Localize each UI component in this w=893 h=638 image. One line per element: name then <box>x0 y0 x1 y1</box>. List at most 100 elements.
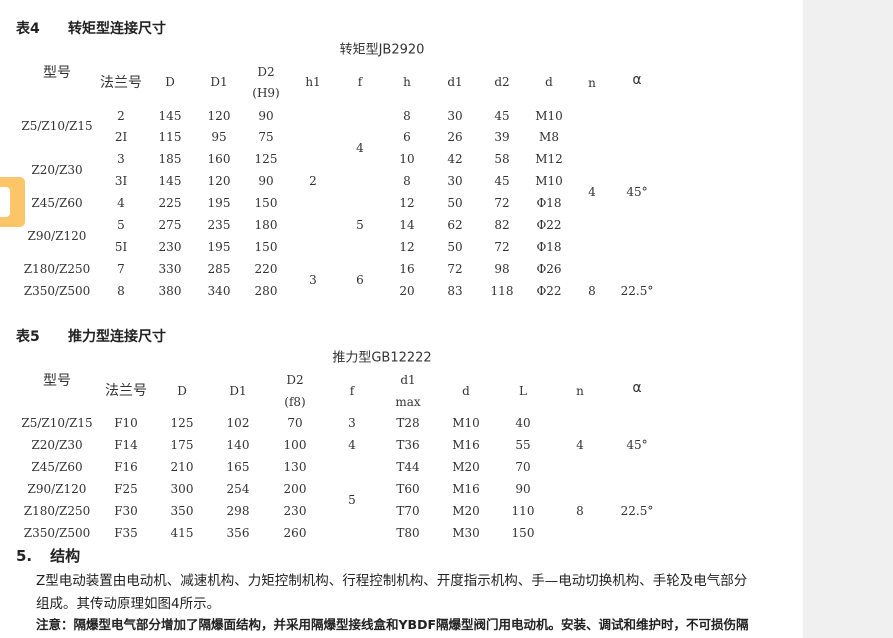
h1-cell: 3 <box>309 273 317 287</box>
header-f: f <box>349 384 355 398</box>
table-cell: 260 <box>283 526 307 540</box>
table-cell: 280 <box>254 284 278 298</box>
table-cell: 30 <box>447 174 463 188</box>
table4-caption: 转矩型连接尺寸 <box>68 21 166 37</box>
table-cell: M30 <box>452 526 480 540</box>
table-cell: 195 <box>207 196 231 210</box>
table-cell: 40 <box>515 416 531 430</box>
n-cell: 8 <box>588 284 596 298</box>
header-d: D <box>165 75 175 89</box>
model-cell: Z20/Z30 <box>31 163 83 177</box>
table-cell: F14 <box>114 438 138 452</box>
f-cell: 4 <box>348 438 356 452</box>
table-cell: 298 <box>226 504 250 518</box>
f-cell: 6 <box>356 273 364 287</box>
table-cell: 110 <box>511 504 535 518</box>
header-model: 型号 <box>43 65 71 81</box>
section-title: 结构 <box>50 547 81 565</box>
table-cell: Φ22 <box>536 284 562 298</box>
table-cell: F10 <box>114 416 138 430</box>
table-cell: 235 <box>207 218 231 232</box>
header-d1: D1 <box>229 384 247 398</box>
f-cell: 5 <box>356 218 364 232</box>
table-cell: 16 <box>399 262 415 276</box>
table-cell: 150 <box>254 240 278 254</box>
table-cell: 72 <box>494 240 510 254</box>
table-cell: 120 <box>207 174 231 188</box>
table-cell: 285 <box>207 262 231 276</box>
table-cell: M20 <box>452 504 480 518</box>
table-cell: 120 <box>207 109 231 123</box>
header-d1: d1 <box>400 373 416 387</box>
table-cell: 50 <box>447 240 463 254</box>
header-d2-tol: (H9) <box>252 86 280 100</box>
f-cell: 3 <box>348 416 356 430</box>
table-cell: 165 <box>226 460 250 474</box>
table-cell: Φ26 <box>536 262 562 276</box>
header-flange: 法兰号 <box>100 75 142 91</box>
header-d2-tol: (f8) <box>284 395 306 409</box>
table-cell: 90 <box>258 109 274 123</box>
header-d1-sub: max <box>395 395 421 409</box>
table-cell: 210 <box>170 460 194 474</box>
model-cell: Z45/Z60 <box>31 196 83 210</box>
right-gutter <box>803 0 893 638</box>
table-cell: 20 <box>399 284 415 298</box>
table-cell: 185 <box>158 152 182 166</box>
table-cell: M16 <box>452 482 480 496</box>
header-n: n <box>576 384 584 398</box>
table-cell: 72 <box>494 196 510 210</box>
table-cell: Z5/Z10/Z15 <box>21 416 93 430</box>
table-cell: 180 <box>254 218 278 232</box>
table-cell: 6 <box>403 130 411 144</box>
table-cell: M12 <box>535 152 563 166</box>
header-alpha: α <box>632 380 642 396</box>
table-cell: 275 <box>158 218 182 232</box>
table-cell: T70 <box>396 504 420 518</box>
n-cell: 4 <box>588 185 596 199</box>
table-cell: 125 <box>254 152 278 166</box>
table-cell: 39 <box>494 130 510 144</box>
table-cell: 102 <box>226 416 250 430</box>
table-cell: 50 <box>447 196 463 210</box>
table-cell: 230 <box>283 504 307 518</box>
table-cell: 75 <box>258 130 274 144</box>
header-d: d <box>462 384 470 398</box>
table-cell: 125 <box>170 416 194 430</box>
table-cell: F30 <box>114 504 138 518</box>
table-cell: M10 <box>452 416 480 430</box>
table-cell: 2I <box>114 130 128 144</box>
model-cell: Z350/Z500 <box>23 284 91 298</box>
table-cell: 5 <box>117 218 125 232</box>
table-cell: Φ22 <box>536 218 562 232</box>
table-cell: Z45/Z60 <box>31 460 83 474</box>
note-text: 注意：隔爆型电气部分增加了隔爆面结构，并采用隔爆型接线盒和YBDF隔爆型阀门用电… <box>36 617 749 632</box>
table-cell: 195 <box>207 240 231 254</box>
table-cell: T60 <box>396 482 420 496</box>
table-cell: 175 <box>170 438 194 452</box>
table-cell: M10 <box>535 109 563 123</box>
table5-subtitle: 推力型GB12222 <box>332 350 432 366</box>
table-cell: 8 <box>403 174 411 188</box>
table-cell: 58 <box>494 152 510 166</box>
table-cell: 72 <box>447 262 463 276</box>
table-cell: 380 <box>158 284 182 298</box>
side-float-tab[interactable] <box>0 177 25 227</box>
model-cell: Z90/Z120 <box>27 229 87 243</box>
table-cell: F25 <box>114 482 138 496</box>
table-cell: F35 <box>114 526 138 540</box>
table-cell: M8 <box>539 130 559 144</box>
table-cell: 12 <box>399 196 415 210</box>
header-d: d <box>545 75 553 89</box>
header-alpha: α <box>632 72 642 88</box>
table-cell: M16 <box>452 438 480 452</box>
table-cell: 90 <box>515 482 531 496</box>
header-d1: d1 <box>447 75 463 89</box>
table-cell: 254 <box>226 482 250 496</box>
table-cell: 140 <box>226 438 250 452</box>
paragraph-line-1: Z型电动装置由电动机、减速机构、力矩控制机构、行程控制机构、开度指示机构、手—电… <box>36 573 748 589</box>
header-h1: h1 <box>305 75 321 89</box>
alpha-cell: 45° <box>626 438 648 452</box>
table-cell: 14 <box>399 218 415 232</box>
f-cell: 4 <box>356 141 364 155</box>
